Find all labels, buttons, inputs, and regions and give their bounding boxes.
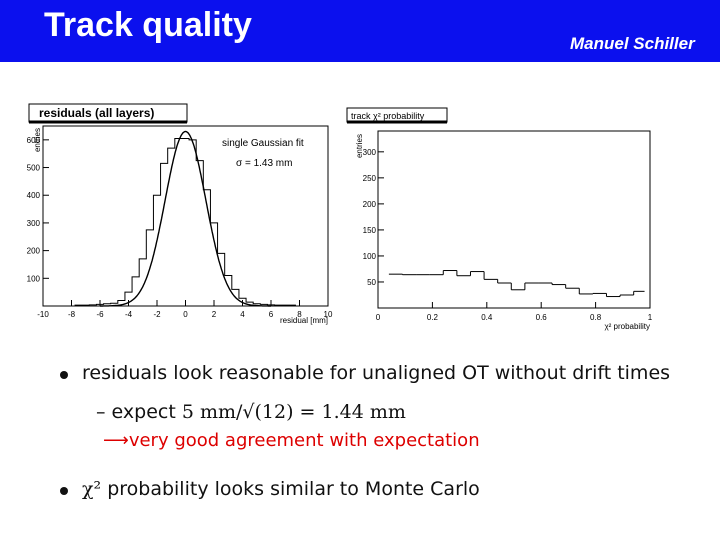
- chart1-xtick-label: -6: [96, 310, 104, 319]
- residuals-histogram: residuals (all layers) entries residual …: [27, 103, 333, 325]
- chart1-xlabel: residual [mm]: [280, 316, 328, 325]
- chart2-frame: [377, 130, 651, 309]
- chart2-xtick-label: 0.2: [427, 313, 439, 322]
- author-name: Manuel Schiller: [570, 34, 695, 53]
- arrow-icon: ⟶: [103, 430, 129, 451]
- chart1-histogram-series: [74, 137, 296, 306]
- chart1-xtick-label: 6: [269, 310, 274, 319]
- chart2-title: track χ² probability: [351, 111, 425, 121]
- chart1-xtick-label: 4: [240, 310, 245, 319]
- chi2-symbol: χ²: [82, 478, 102, 500]
- sub-bullet-dash: –: [96, 401, 106, 423]
- chi2-probability-histogram: track χ² probability entries χ² probabil…: [346, 107, 653, 331]
- header-bar: [0, 0, 720, 62]
- chart2-xlabel: χ² probability: [604, 322, 650, 331]
- chart2-ytick-label: 50: [367, 278, 376, 287]
- chart1-gaussian-fit-curve: [100, 130, 271, 307]
- chart2-xtick-label: 1: [648, 313, 653, 322]
- chart1-ytick-label: 600: [27, 136, 41, 145]
- chart1-ytick-label: 100: [27, 274, 41, 283]
- chart1-xtick-label: -8: [68, 310, 76, 319]
- chart1-ytick-label: 300: [27, 219, 41, 228]
- chart1-title: residuals (all layers): [39, 106, 154, 120]
- chart1-ytick-label: 200: [27, 247, 41, 256]
- chart2-ylabel: entries: [355, 134, 364, 158]
- chart1-annotation-fit: single Gaussian fit: [222, 138, 304, 149]
- chart1-xtick-label: -4: [125, 310, 133, 319]
- sub-bullet-expect: – expect 5 mm/√(12) = 1.44 mm: [96, 401, 406, 423]
- bullet-chi2: χ² probability looks similar to Monte Ca…: [82, 478, 480, 500]
- chart1-ytick-label: 400: [27, 191, 41, 200]
- chart2-xtick-label: 0: [376, 313, 381, 322]
- bullet-dot-2: [60, 487, 68, 495]
- chart1-xtick-label: -10: [37, 310, 49, 319]
- chart2-ytick-label: 300: [363, 148, 377, 157]
- chart1-ytick-label: 500: [27, 164, 41, 173]
- chart1-xtick-label: 10: [324, 310, 333, 319]
- chart1-annotation-sigma: σ = 1.43 mm: [236, 158, 292, 169]
- chart1-xtick-label: 0: [183, 310, 188, 319]
- chi2-text: probability looks similar to Monte Carlo: [107, 478, 480, 500]
- chart2-xtick-label: 0.4: [481, 313, 493, 322]
- bullet-dot-1: [60, 371, 68, 379]
- agreement-text: very good agreement with expectation: [128, 430, 480, 451]
- chart1-xtick-label: 8: [297, 310, 302, 319]
- chart2-ytick-label: 200: [363, 200, 377, 209]
- sub-bullet-word: expect: [111, 401, 176, 423]
- slide-title: Track quality: [44, 6, 252, 44]
- expected-sigma-formula: 5 mm/√(12) = 1.44 mm: [181, 401, 406, 423]
- chart2-xtick-label: 0.6: [536, 313, 548, 322]
- chart2-xtick-label: 0.8: [590, 313, 602, 322]
- chart1-ylabel: entries: [33, 128, 42, 152]
- chart1-frame: [42, 125, 329, 307]
- chart1-xtick-label: -2: [153, 310, 161, 319]
- chart2-ytick-label: 250: [363, 174, 377, 183]
- bullet-residuals: residuals look reasonable for unaligned …: [82, 362, 671, 384]
- chart2-ytick-label: 150: [363, 226, 377, 235]
- chart2-ytick-label: 100: [363, 252, 377, 261]
- chart1-xtick-label: 2: [212, 310, 217, 319]
- agreement-note: ⟶very good agreement with expectation: [103, 430, 480, 451]
